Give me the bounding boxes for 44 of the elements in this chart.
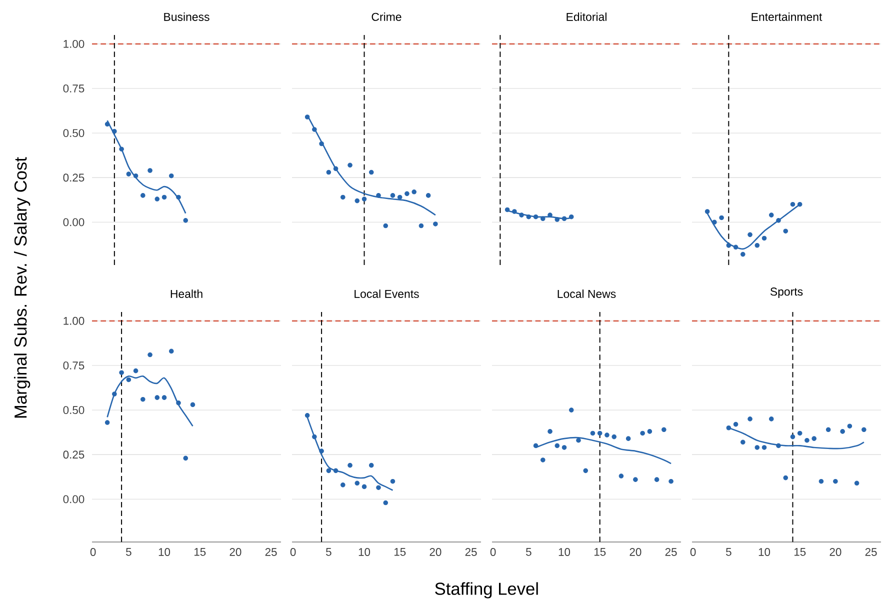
x-tick-label: 15: [594, 548, 606, 556]
x-tick-label: 10: [758, 548, 770, 556]
y-tick-label: 0.00: [63, 495, 84, 504]
x-tick-label: 0: [690, 548, 696, 556]
x-tick-label: 5: [126, 548, 132, 556]
x-tick-label: 15: [394, 548, 406, 556]
x-tick-label: 20: [630, 548, 642, 556]
x-tick-label: 0: [90, 548, 96, 556]
x-tick-label: 5: [526, 548, 532, 556]
x-tick-label: 15: [794, 548, 806, 556]
chart-title: Sports: [770, 288, 803, 298]
chart-title: Local Events: [354, 290, 419, 298]
y-tick-label: 0.25: [63, 450, 84, 459]
y-tick-label: 0.00: [63, 218, 84, 226]
x-tick-label: 20: [230, 548, 242, 556]
y-tick-label: 1.00: [64, 40, 84, 48]
chart-title: Health: [170, 290, 202, 298]
chart-title: Crime: [372, 12, 402, 21]
y-tick-label: 0.50: [63, 129, 84, 138]
x-tick-label: 10: [358, 548, 370, 556]
y-tick-label: 1.00: [64, 316, 84, 325]
x-tick-label: 25: [665, 548, 677, 556]
x-tick-label: 0: [490, 548, 496, 556]
chart-title: Business: [164, 12, 210, 21]
chart-title: Entertainment: [752, 12, 822, 21]
x-tick-label: 10: [558, 548, 570, 556]
x-tick-label: 20: [430, 548, 442, 556]
x-tick-label: 25: [465, 548, 477, 556]
x-tick-label: 10: [158, 548, 170, 556]
x-tick-label: 20: [830, 548, 842, 556]
chart-title: Editorial: [566, 12, 606, 21]
y-tick-label: 0.50: [63, 406, 84, 414]
y-tick-label: 0.25: [63, 174, 84, 182]
x-tick-label: 0: [290, 548, 296, 556]
y-axis-title: Marginal Subs. Rev. / Salary Cost: [14, 157, 30, 418]
x-axis-title: Staffing Level: [435, 582, 538, 598]
y-tick-label: 0.75: [63, 362, 84, 370]
x-tick-label: 25: [265, 548, 277, 556]
chart-title: Local News: [558, 290, 616, 298]
y-tick-label: 0.75: [63, 84, 84, 92]
x-tick-label: 5: [726, 548, 732, 556]
x-tick-label: 5: [326, 548, 332, 556]
x-tick-label: 15: [194, 548, 206, 556]
x-tick-label: 25: [865, 548, 877, 556]
